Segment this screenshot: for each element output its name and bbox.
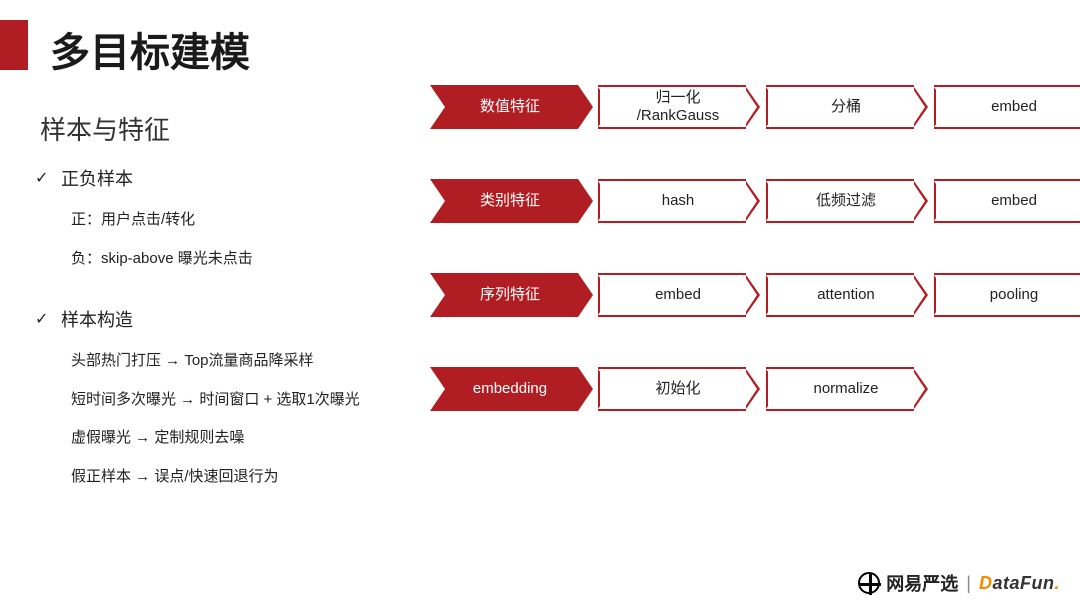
pipeline-step-label: 初始化	[633, 380, 710, 398]
pipeline-step-label: normalize	[791, 380, 888, 398]
section-head-text: 正负样本	[61, 165, 133, 191]
footer: 网易严选 | DataFun.	[858, 570, 1060, 596]
brand-datafun-dot: .	[1054, 573, 1060, 593]
pipeline-step: embed	[934, 85, 1080, 129]
pipeline-step: pooling	[934, 273, 1080, 317]
left-column: ✓正负样本正：用户点击/转化负：skip-above 曝光未点击✓样本构造头部热…	[35, 165, 415, 504]
section-line: 负：skip-above 曝光未点击	[71, 248, 415, 271]
brand-datafun-rest: ataFun	[992, 573, 1054, 593]
pipeline-step: normalize	[766, 367, 914, 411]
brand-datafun: DataFun.	[979, 573, 1060, 594]
pipeline-step: 分桶	[766, 85, 914, 129]
pipeline-head-label: embedding	[451, 380, 557, 398]
pipeline-step-label: pooling	[968, 286, 1048, 304]
pipeline-head: 数值特征	[430, 85, 578, 129]
pipeline-step: 初始化	[598, 367, 746, 411]
brand-datafun-d: D	[979, 573, 993, 593]
pipeline-step: hash	[598, 179, 746, 223]
pipeline-step-label: embed	[969, 192, 1047, 210]
pipeline-row: embedding 初始化 normalize	[430, 367, 1080, 411]
pipeline-step: attention	[766, 273, 914, 317]
subtitle: 样本与特征	[40, 110, 170, 147]
pipeline-step-label: embed	[633, 286, 711, 304]
section-line: 正：用户点击/转化	[71, 209, 415, 232]
page-title: 多目标建模	[50, 20, 250, 78]
pipeline-step: 归一化/RankGauss	[598, 85, 746, 129]
pipeline-step-label: 低频过滤	[794, 192, 886, 210]
section-line: 假正样本 → 误点/快速回退行为	[71, 466, 415, 489]
pipeline-step-label: 归一化/RankGauss	[615, 89, 730, 125]
section-head-text: 样本构造	[61, 306, 133, 332]
pipeline-head: 序列特征	[430, 273, 578, 317]
pipeline-head: embedding	[430, 367, 578, 411]
pipeline-step-label: 分桶	[809, 98, 871, 116]
pipeline-step-label: attention	[795, 286, 885, 304]
footer-separator: |	[966, 573, 971, 594]
pipeline-head-label: 数值特征	[458, 98, 550, 116]
pipeline-step-label: embed	[969, 98, 1047, 116]
section-line: 虚假曝光 → 定制规则去噪	[71, 427, 415, 450]
section-line: 短时间多次曝光 → 时间窗口 + 选取1次曝光	[71, 389, 415, 412]
section-head: ✓样本构造	[35, 306, 415, 332]
pipeline-step: embed	[598, 273, 746, 317]
pipeline-step: embed	[934, 179, 1080, 223]
accent-block	[0, 20, 28, 70]
pipeline-row: 数值特征 归一化/RankGauss 分桶 embed	[430, 85, 1080, 129]
check-icon: ✓	[35, 309, 57, 329]
section-line: 头部热门打压 → Top流量商品降采样	[71, 350, 415, 373]
pipeline-step-label: hash	[640, 192, 705, 210]
pipeline-step: 低频过滤	[766, 179, 914, 223]
pipeline-head-label: 序列特征	[458, 286, 550, 304]
pipelines: 数值特征 归一化/RankGauss 分桶 embed 类别特征 hash 低频过滤 embe…	[430, 85, 1080, 461]
pipeline-head: 类别特征	[430, 179, 578, 223]
netease-logo-icon	[858, 572, 880, 594]
brand-netease: 网易严选	[858, 570, 958, 596]
check-icon: ✓	[35, 168, 57, 188]
section-head: ✓正负样本	[35, 165, 415, 191]
pipeline-head-label: 类别特征	[458, 192, 550, 210]
brand-netease-text: 网易严选	[886, 570, 958, 596]
pipeline-row: 类别特征 hash 低频过滤 embed	[430, 179, 1080, 223]
pipeline-row: 序列特征 embed attention pooling	[430, 273, 1080, 317]
